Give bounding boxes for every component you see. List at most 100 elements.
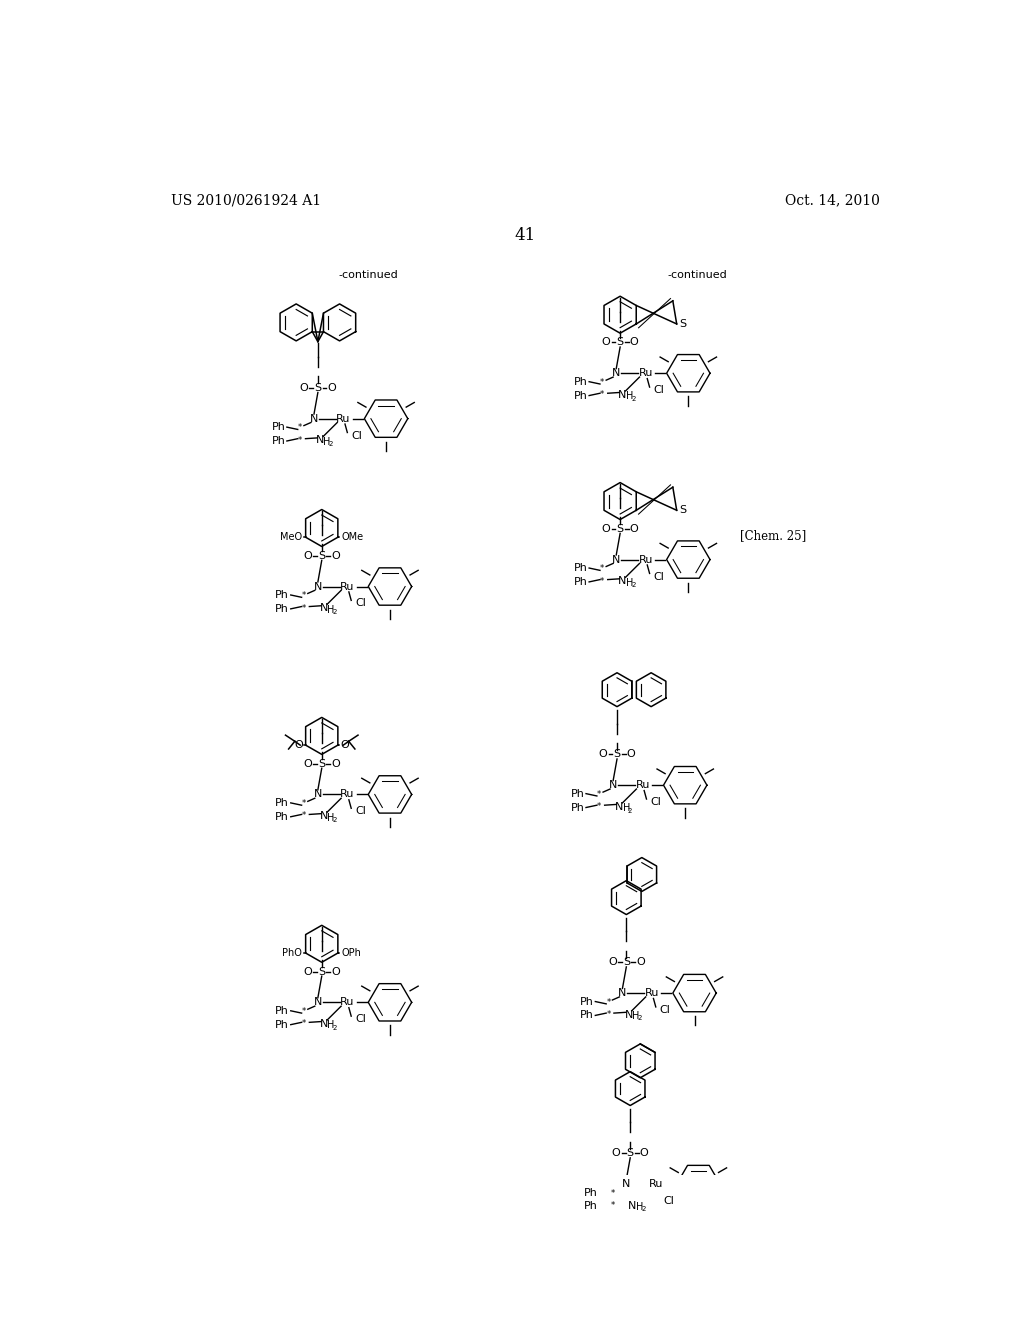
- Text: Ph: Ph: [584, 1188, 598, 1197]
- Text: H: H: [626, 578, 633, 587]
- Text: N: N: [316, 436, 325, 445]
- Text: O: O: [599, 750, 607, 759]
- Text: *: *: [298, 424, 302, 433]
- Text: O: O: [303, 966, 312, 977]
- Text: N: N: [319, 810, 329, 821]
- Text: 2: 2: [631, 582, 636, 587]
- Text: S: S: [314, 383, 322, 393]
- Text: O: O: [627, 750, 635, 759]
- Text: *: *: [606, 998, 610, 1007]
- Text: H: H: [632, 1011, 639, 1022]
- Text: Ph: Ph: [573, 564, 588, 573]
- Text: *: *: [302, 1019, 306, 1028]
- Text: Ru: Ru: [340, 582, 354, 591]
- Text: Ru: Ru: [636, 780, 650, 791]
- Text: 2: 2: [333, 817, 337, 822]
- Text: O: O: [295, 741, 303, 750]
- Text: Ph: Ph: [580, 1010, 594, 1020]
- Text: Ph: Ph: [584, 1201, 598, 1212]
- Text: N: N: [625, 1010, 633, 1019]
- Text: OPh: OPh: [342, 948, 361, 958]
- Text: N: N: [313, 582, 323, 591]
- Text: O: O: [332, 759, 340, 768]
- Text: 2: 2: [333, 609, 337, 615]
- Text: Ru: Ru: [648, 1179, 663, 1189]
- Text: *: *: [597, 803, 601, 812]
- Text: S: S: [318, 550, 326, 561]
- Text: 41: 41: [514, 227, 536, 244]
- Text: N: N: [623, 1179, 631, 1189]
- Text: N: N: [313, 998, 323, 1007]
- Text: O: O: [332, 550, 340, 561]
- Text: N: N: [615, 801, 624, 812]
- Text: O: O: [612, 1148, 621, 1158]
- Text: [Chem. 25]: [Chem. 25]: [740, 529, 807, 543]
- Text: *: *: [302, 812, 306, 821]
- Text: O: O: [602, 338, 610, 347]
- Text: S: S: [616, 338, 624, 347]
- Text: O: O: [303, 759, 312, 768]
- Text: Ph: Ph: [275, 1006, 289, 1016]
- Text: Ph: Ph: [573, 376, 588, 387]
- Text: *: *: [302, 1007, 306, 1016]
- Text: Cl: Cl: [659, 1005, 671, 1015]
- Text: O: O: [332, 966, 340, 977]
- Text: Cl: Cl: [653, 572, 665, 582]
- Text: Cl: Cl: [653, 385, 665, 395]
- Text: H: H: [328, 605, 335, 615]
- Text: O: O: [630, 338, 638, 347]
- Text: N: N: [618, 576, 627, 586]
- Text: OMe: OMe: [342, 532, 364, 543]
- Text: O: O: [602, 524, 610, 533]
- Text: *: *: [302, 799, 306, 808]
- Text: H: H: [636, 1203, 643, 1212]
- Text: Ru: Ru: [340, 998, 354, 1007]
- Text: O: O: [328, 383, 336, 393]
- Text: Ru: Ru: [639, 368, 653, 379]
- Text: H: H: [626, 391, 633, 401]
- Text: Ph: Ph: [275, 797, 289, 808]
- Text: Ph: Ph: [275, 812, 289, 822]
- Text: 2: 2: [631, 396, 636, 401]
- Text: *: *: [600, 577, 604, 586]
- Text: O: O: [303, 550, 312, 561]
- Text: N: N: [319, 603, 329, 612]
- Text: N: N: [612, 554, 621, 565]
- Text: Cl: Cl: [355, 1014, 366, 1024]
- Text: 2: 2: [329, 441, 333, 447]
- Text: Ph: Ph: [275, 603, 289, 614]
- Text: *: *: [600, 391, 604, 399]
- Text: *: *: [302, 603, 306, 612]
- Text: Ph: Ph: [271, 422, 286, 432]
- Text: N: N: [609, 780, 617, 791]
- Text: *: *: [600, 378, 604, 387]
- Text: H: H: [623, 804, 630, 813]
- Text: Ph: Ph: [275, 590, 289, 601]
- Text: MeO: MeO: [280, 532, 302, 543]
- Text: *: *: [606, 1010, 610, 1019]
- Text: 2: 2: [641, 1206, 645, 1213]
- Text: 2: 2: [637, 1015, 642, 1022]
- Text: Ph: Ph: [570, 788, 585, 799]
- Text: Ph: Ph: [573, 391, 588, 400]
- Text: O: O: [340, 741, 349, 750]
- Text: *: *: [302, 591, 306, 601]
- Text: S: S: [679, 506, 686, 515]
- Text: 2: 2: [333, 1024, 337, 1031]
- Text: PhO: PhO: [282, 948, 302, 958]
- Text: Ph: Ph: [275, 1019, 289, 1030]
- Text: O: O: [300, 383, 308, 393]
- Text: Ph: Ph: [573, 577, 588, 587]
- Text: *: *: [600, 565, 604, 573]
- Text: Ru: Ru: [336, 413, 350, 424]
- Text: S: S: [318, 966, 326, 977]
- Text: Ph: Ph: [271, 436, 286, 446]
- Text: US 2010/0261924 A1: US 2010/0261924 A1: [171, 194, 321, 207]
- Text: O: O: [630, 524, 638, 533]
- Text: N: N: [310, 413, 318, 424]
- Text: -continued: -continued: [338, 271, 398, 280]
- Text: Cl: Cl: [351, 430, 362, 441]
- Text: *: *: [610, 1201, 614, 1210]
- Text: N: N: [313, 789, 323, 800]
- Text: Ru: Ru: [645, 989, 659, 998]
